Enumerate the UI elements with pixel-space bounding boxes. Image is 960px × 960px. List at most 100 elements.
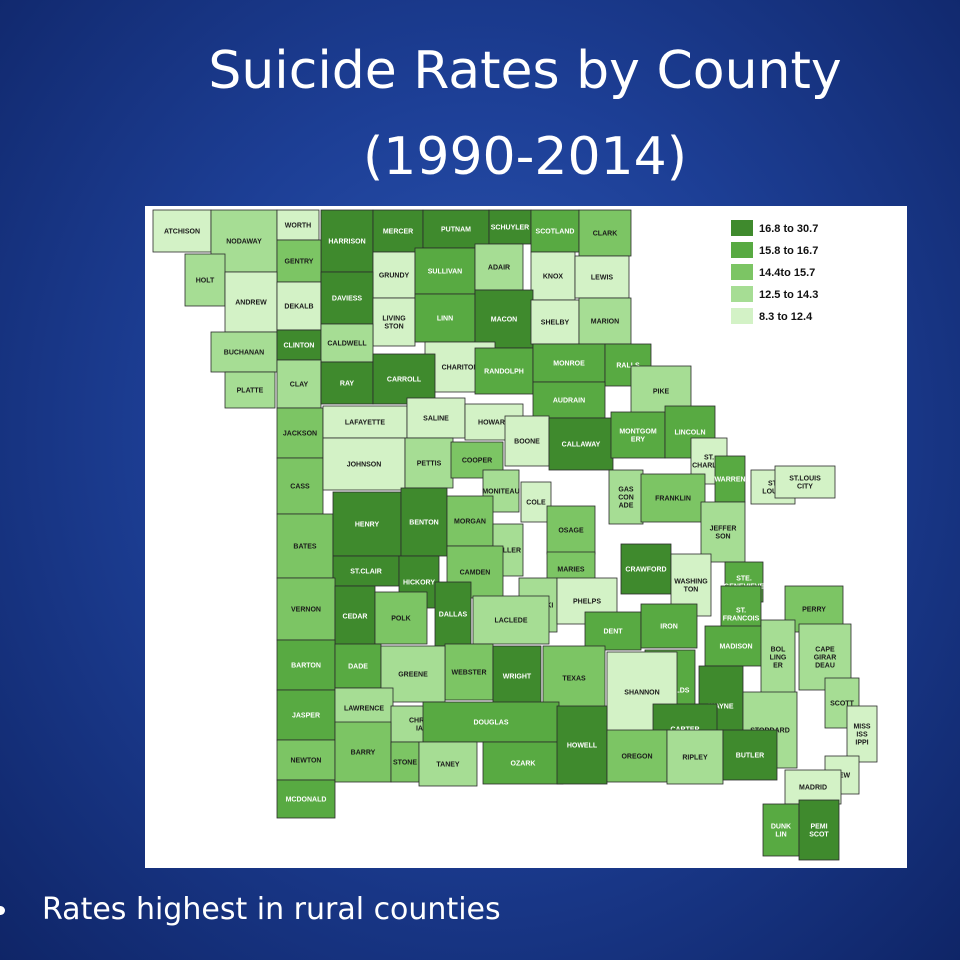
county-label: IPPI xyxy=(855,740,868,747)
county-lawrence: LAWRENCE xyxy=(334,687,394,729)
county-label: DAVIESS xyxy=(332,296,363,303)
county-shape xyxy=(322,405,408,439)
county-grundy: GRUNDY xyxy=(372,251,416,299)
county-buchanan: BUCHANAN xyxy=(210,331,278,373)
legend-label: 15.8 to 16.7 xyxy=(759,245,818,257)
county-oregon: OREGON xyxy=(606,729,668,783)
county-pettis: PETTIS xyxy=(404,437,454,489)
county-shape xyxy=(276,779,336,819)
county-label: PHELPS xyxy=(573,599,601,606)
bullet-point: Rates highest in rural counties xyxy=(0,890,960,934)
county-label: BARTON xyxy=(291,663,321,670)
county-label: LINCOLN xyxy=(674,430,705,437)
county-label: SHELBY xyxy=(541,320,570,327)
county-shape xyxy=(418,741,478,787)
county-shape xyxy=(574,255,630,299)
county-label: CRAWFORD xyxy=(625,567,666,574)
county-label: WRIGHT xyxy=(503,674,532,681)
county-label: GENTRY xyxy=(285,259,314,266)
county-label: BARRY xyxy=(351,750,376,757)
county-label: SCHUYLER xyxy=(491,225,530,232)
county-shape xyxy=(334,687,394,729)
county-iron: IRON xyxy=(640,603,698,649)
county-shape xyxy=(530,299,580,345)
county-label: PETTIS xyxy=(417,461,442,468)
county-shape xyxy=(798,799,840,861)
missouri-county-map: ATCHISON NODAWAY WORTH HARRISON MERCER PUTNAM… xyxy=(145,206,907,868)
county-shape xyxy=(224,371,276,409)
county-label: STON xyxy=(384,324,403,331)
county-shape xyxy=(546,505,596,555)
county-caldwell: CALDWELL xyxy=(320,323,374,363)
county-shape xyxy=(276,329,322,361)
county-label: ISS xyxy=(856,732,868,739)
county-label: CHARLES xyxy=(692,463,726,470)
county-label: STE. xyxy=(736,576,752,583)
county-shape xyxy=(578,209,632,257)
county-clinton: CLINTON xyxy=(276,329,322,361)
county-label: MARION xyxy=(591,319,619,326)
county-label: OZARK xyxy=(511,761,536,768)
county-linn: LINN xyxy=(414,293,476,343)
county-label: ST. xyxy=(736,608,746,615)
county-shape xyxy=(530,209,580,253)
county-label: LINN xyxy=(437,316,453,323)
county-taney: TANEY xyxy=(418,741,478,787)
county-label: FRANCOIS xyxy=(723,616,760,623)
county-label: MCDONALD xyxy=(286,797,327,804)
county-label: ERY xyxy=(631,437,645,444)
county-label: BUTLER xyxy=(736,753,764,760)
county-schuyler: SCHUYLER xyxy=(488,209,532,245)
county-cass: CASS xyxy=(276,457,324,515)
county-label: LACLEDE xyxy=(494,618,527,625)
county-shape xyxy=(482,741,564,785)
county-label: AUDRAIN xyxy=(553,398,585,405)
county-label: MADISON xyxy=(719,644,752,651)
county-platte: PLATTE xyxy=(224,371,276,409)
county-henry: HENRY xyxy=(332,491,402,557)
county-label: STONE xyxy=(393,760,417,767)
county-osage: OSAGE xyxy=(546,505,596,555)
county-dent: DENT xyxy=(584,611,642,651)
county-franklin: FRANKLIN xyxy=(640,473,706,523)
county-label: LING xyxy=(770,655,787,662)
county-label: MONITEAU xyxy=(482,489,519,496)
legend-swatch xyxy=(731,242,753,258)
county-label: OREGON xyxy=(621,754,652,761)
county-label: BOONE xyxy=(514,439,540,446)
county-gentry: GENTRY xyxy=(276,239,322,283)
county-clay: CLAY xyxy=(276,359,322,409)
county-label: OSAGE xyxy=(558,528,584,535)
county-marion: MARION xyxy=(578,297,632,345)
county-shape xyxy=(390,741,420,783)
county-newton: NEWTON xyxy=(276,739,336,781)
legend-label: 14.4to 15.7 xyxy=(759,267,815,279)
county-label: CARROLL xyxy=(387,377,422,384)
county-label: MERCER xyxy=(383,229,413,236)
county-label: ST. xyxy=(768,481,778,488)
county-label: CAPE xyxy=(815,647,835,654)
county-label: MONROE xyxy=(553,361,585,368)
county-cole: COLE xyxy=(520,481,552,523)
county-label: DENT xyxy=(603,629,623,636)
county-label: HOWELL xyxy=(567,743,598,750)
county-label: WAYNE xyxy=(708,704,733,711)
county-shape xyxy=(620,543,672,595)
county-label: MARIES xyxy=(557,567,585,574)
county-sullivan: SULLIVAN xyxy=(414,247,476,295)
county-shape xyxy=(446,495,494,547)
county-shape xyxy=(520,481,552,523)
county-label: DEKALB xyxy=(284,304,313,311)
county-atchison: ATCHISON xyxy=(152,209,212,253)
county-label: SCOTT xyxy=(830,701,854,708)
county-label: HOWARD xyxy=(478,420,510,427)
county-shape xyxy=(610,411,666,459)
legend-label: 12.5 to 14.3 xyxy=(759,289,818,301)
county-shape xyxy=(530,251,576,301)
county-shape xyxy=(422,701,560,743)
county-shape xyxy=(722,729,778,781)
county-carroll: CARROLL xyxy=(372,353,436,405)
